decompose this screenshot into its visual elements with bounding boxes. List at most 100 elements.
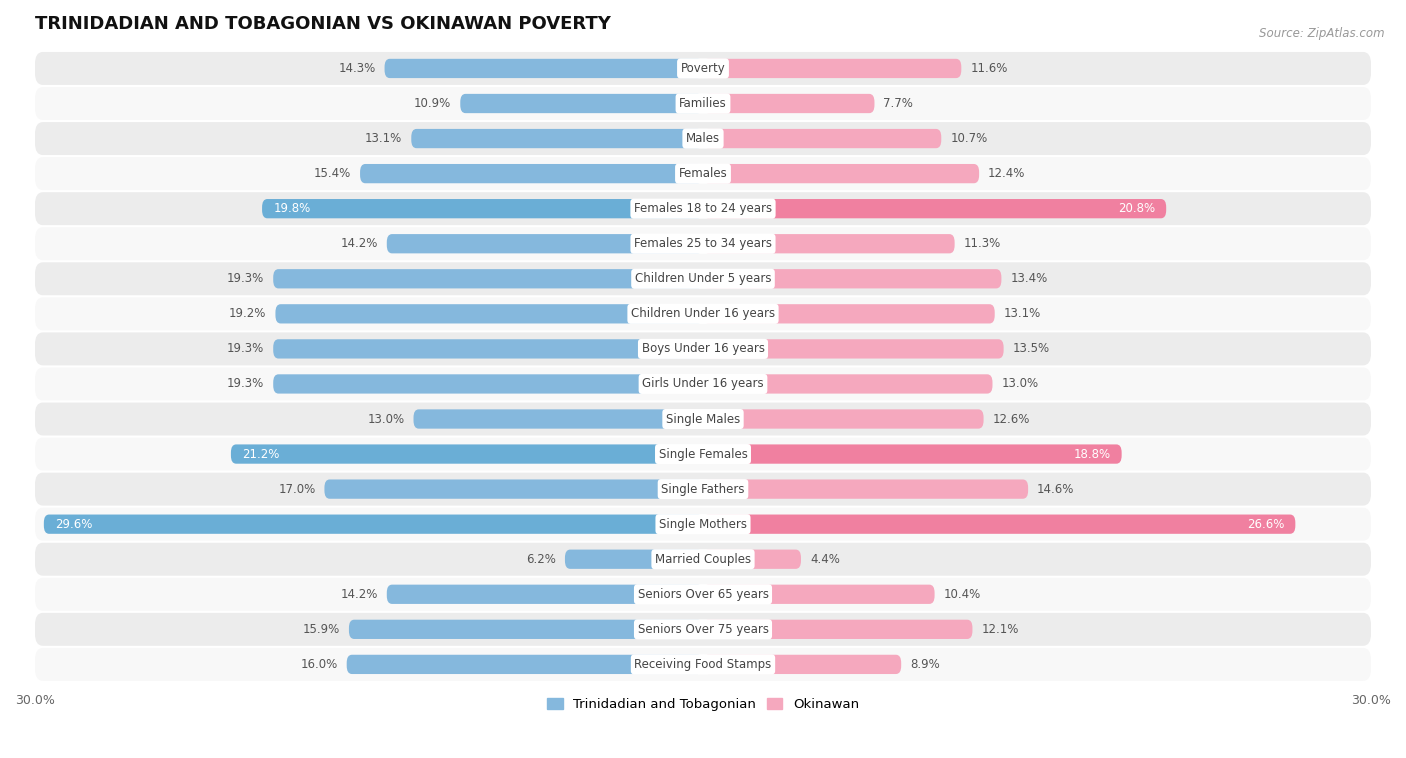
FancyBboxPatch shape: [703, 444, 1122, 464]
Text: 21.2%: 21.2%: [242, 447, 280, 461]
FancyBboxPatch shape: [273, 269, 703, 289]
FancyBboxPatch shape: [703, 129, 941, 149]
Text: 12.1%: 12.1%: [981, 623, 1019, 636]
FancyBboxPatch shape: [703, 374, 993, 393]
Text: 15.4%: 15.4%: [314, 167, 352, 180]
FancyBboxPatch shape: [703, 550, 801, 568]
Text: 7.7%: 7.7%: [883, 97, 914, 110]
Text: 19.8%: 19.8%: [273, 202, 311, 215]
FancyBboxPatch shape: [231, 444, 703, 464]
FancyBboxPatch shape: [276, 304, 703, 324]
FancyBboxPatch shape: [35, 613, 1371, 646]
Text: 19.3%: 19.3%: [226, 377, 264, 390]
Text: 16.0%: 16.0%: [301, 658, 337, 671]
Text: 8.9%: 8.9%: [910, 658, 939, 671]
FancyBboxPatch shape: [35, 227, 1371, 260]
Text: 13.1%: 13.1%: [366, 132, 402, 145]
FancyBboxPatch shape: [703, 59, 962, 78]
FancyBboxPatch shape: [262, 199, 703, 218]
FancyBboxPatch shape: [412, 129, 703, 149]
FancyBboxPatch shape: [35, 508, 1371, 540]
Text: Girls Under 16 years: Girls Under 16 years: [643, 377, 763, 390]
FancyBboxPatch shape: [35, 297, 1371, 330]
Text: 15.9%: 15.9%: [302, 623, 340, 636]
FancyBboxPatch shape: [703, 655, 901, 674]
Text: 14.3%: 14.3%: [339, 62, 375, 75]
Legend: Trinidadian and Tobagonian, Okinawan: Trinidadian and Tobagonian, Okinawan: [541, 692, 865, 716]
FancyBboxPatch shape: [35, 578, 1371, 611]
FancyBboxPatch shape: [703, 164, 979, 183]
FancyBboxPatch shape: [273, 340, 703, 359]
Text: Females 25 to 34 years: Females 25 to 34 years: [634, 237, 772, 250]
Text: Seniors Over 65 years: Seniors Over 65 years: [637, 587, 769, 601]
Text: Males: Males: [686, 132, 720, 145]
FancyBboxPatch shape: [35, 543, 1371, 575]
FancyBboxPatch shape: [35, 157, 1371, 190]
FancyBboxPatch shape: [360, 164, 703, 183]
Text: 14.2%: 14.2%: [340, 237, 378, 250]
FancyBboxPatch shape: [703, 304, 994, 324]
FancyBboxPatch shape: [35, 402, 1371, 436]
Text: 14.6%: 14.6%: [1038, 483, 1074, 496]
FancyBboxPatch shape: [35, 368, 1371, 400]
Text: 19.3%: 19.3%: [226, 272, 264, 285]
FancyBboxPatch shape: [387, 234, 703, 253]
FancyBboxPatch shape: [273, 374, 703, 393]
Text: Children Under 5 years: Children Under 5 years: [634, 272, 772, 285]
Text: 13.0%: 13.0%: [367, 412, 405, 425]
Text: 18.8%: 18.8%: [1073, 447, 1111, 461]
FancyBboxPatch shape: [325, 480, 703, 499]
FancyBboxPatch shape: [44, 515, 703, 534]
Text: 4.4%: 4.4%: [810, 553, 839, 565]
Text: Seniors Over 75 years: Seniors Over 75 years: [637, 623, 769, 636]
FancyBboxPatch shape: [35, 52, 1371, 85]
FancyBboxPatch shape: [349, 620, 703, 639]
Text: Children Under 16 years: Children Under 16 years: [631, 307, 775, 321]
Text: Families: Families: [679, 97, 727, 110]
Text: Single Mothers: Single Mothers: [659, 518, 747, 531]
Text: 13.4%: 13.4%: [1011, 272, 1047, 285]
Text: Females 18 to 24 years: Females 18 to 24 years: [634, 202, 772, 215]
FancyBboxPatch shape: [347, 655, 703, 674]
Text: Source: ZipAtlas.com: Source: ZipAtlas.com: [1260, 27, 1385, 39]
Text: Boys Under 16 years: Boys Under 16 years: [641, 343, 765, 356]
Text: 10.7%: 10.7%: [950, 132, 987, 145]
Text: Single Males: Single Males: [666, 412, 740, 425]
Text: 13.1%: 13.1%: [1004, 307, 1040, 321]
FancyBboxPatch shape: [35, 473, 1371, 506]
Text: Single Fathers: Single Fathers: [661, 483, 745, 496]
Text: 6.2%: 6.2%: [526, 553, 555, 565]
Text: Married Couples: Married Couples: [655, 553, 751, 565]
FancyBboxPatch shape: [703, 584, 935, 604]
Text: Single Females: Single Females: [658, 447, 748, 461]
FancyBboxPatch shape: [35, 193, 1371, 225]
FancyBboxPatch shape: [703, 199, 1166, 218]
Text: 19.2%: 19.2%: [229, 307, 267, 321]
Text: 10.9%: 10.9%: [415, 97, 451, 110]
FancyBboxPatch shape: [703, 234, 955, 253]
FancyBboxPatch shape: [35, 262, 1371, 296]
FancyBboxPatch shape: [703, 515, 1295, 534]
Text: 17.0%: 17.0%: [278, 483, 315, 496]
Text: 12.4%: 12.4%: [988, 167, 1025, 180]
FancyBboxPatch shape: [35, 333, 1371, 365]
FancyBboxPatch shape: [35, 437, 1371, 471]
FancyBboxPatch shape: [413, 409, 703, 428]
Text: 26.6%: 26.6%: [1247, 518, 1284, 531]
Text: 10.4%: 10.4%: [943, 587, 981, 601]
Text: 11.3%: 11.3%: [963, 237, 1001, 250]
Text: Females: Females: [679, 167, 727, 180]
FancyBboxPatch shape: [385, 59, 703, 78]
FancyBboxPatch shape: [460, 94, 703, 113]
FancyBboxPatch shape: [703, 340, 1004, 359]
Text: 19.3%: 19.3%: [226, 343, 264, 356]
FancyBboxPatch shape: [703, 409, 984, 428]
FancyBboxPatch shape: [703, 94, 875, 113]
Text: Receiving Food Stamps: Receiving Food Stamps: [634, 658, 772, 671]
Text: Poverty: Poverty: [681, 62, 725, 75]
FancyBboxPatch shape: [703, 620, 973, 639]
FancyBboxPatch shape: [35, 648, 1371, 681]
Text: 11.6%: 11.6%: [970, 62, 1008, 75]
Text: 13.0%: 13.0%: [1001, 377, 1039, 390]
Text: 20.8%: 20.8%: [1118, 202, 1156, 215]
